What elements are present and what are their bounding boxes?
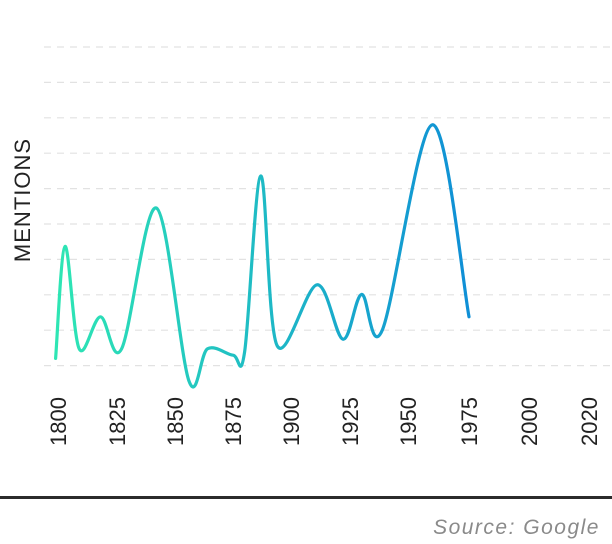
footer-divider (0, 496, 612, 499)
x-tick-label: 2020 (577, 397, 602, 446)
mentions-series-line (54, 123, 471, 389)
source-note: Source: Google (433, 516, 600, 539)
x-tick-label: 2000 (517, 397, 542, 446)
x-tick-label: 1925 (338, 397, 363, 446)
y-axis-label: MENTIONS (10, 138, 35, 262)
x-tick-label: 1875 (221, 397, 246, 446)
line-chart: MENTIONS 1800 1825 1850 1875 1900 1925 1950 197… (10, 46, 612, 446)
x-tick-label: 1800 (46, 397, 71, 446)
x-tick-label: 1950 (396, 397, 421, 446)
x-tick-label: 1825 (105, 397, 130, 446)
x-tick-label: 1975 (457, 397, 482, 446)
x-tick-label: 1850 (163, 397, 188, 446)
x-axis-ticks: 1800 1825 1850 1875 1900 1925 1950 1975 2000 2020 (46, 397, 602, 446)
x-tick-label: 1900 (279, 397, 304, 446)
